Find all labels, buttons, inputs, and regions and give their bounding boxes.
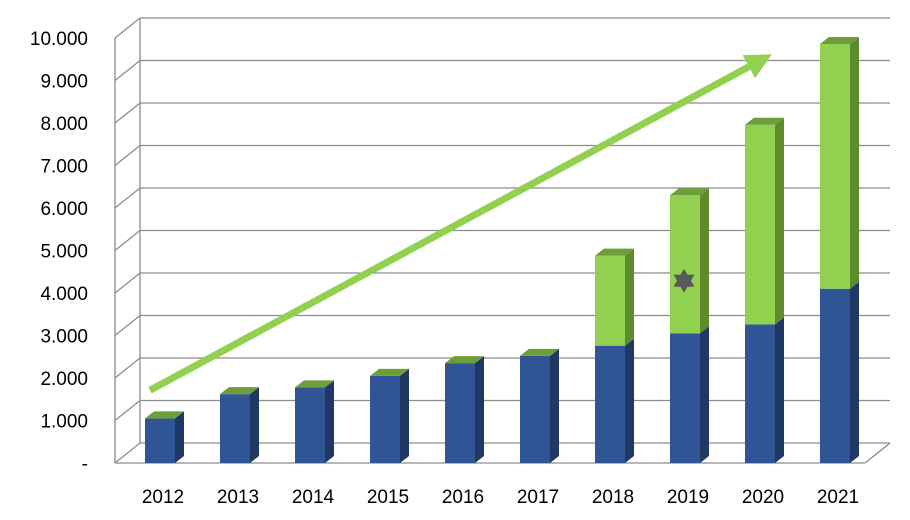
x-tick-label: 2019 [667,487,709,508]
gridline-side [114,59,141,82]
bar-top-face [820,36,859,44]
bar-segment-base [295,380,334,463]
bar-segment-base [595,338,634,463]
bar-segment-top-front [820,43,850,289]
gridline-side [114,187,141,209]
bar-segment-base-side [700,326,709,463]
y-tick-label: 5.000 [40,242,88,263]
bar-segment-base-front [670,333,700,463]
bar-segment-top [670,188,709,334]
bar-segment-base-front [370,375,400,463]
y-tick-label: 7.000 [40,157,88,178]
bar-top-face [670,188,709,196]
x-tick-labels: 2012 2013 2014 2015 2016 2017 2018 2019 2020 2021 [142,487,859,508]
bar-top-face [745,117,784,125]
bar-segment-base-front [520,355,550,463]
bar-top-face [145,411,184,419]
bar-segment-base-side [625,338,634,463]
x-tick-label: 2013 [217,487,259,508]
bar-segment-base [670,326,709,463]
y-tick-label: 6.000 [40,199,88,220]
gridline-side [114,102,141,124]
bar-segment-top-side [625,248,634,346]
bar-segment-top-front [595,255,625,346]
x-tick-label: 2014 [292,487,335,508]
trend-arrow-head [742,54,772,79]
bar-segment-base-side [775,317,784,463]
bar-segment-base-front [145,418,175,463]
bar-segment-top-side [850,36,859,289]
bar-segment-top-front [670,195,700,334]
gridline-side [114,272,141,294]
bar-segment-top-front [745,124,775,325]
x-tick-label: 2012 [142,487,184,508]
gridline-side [114,229,141,252]
bar-segment-base-front [295,387,325,463]
bar-top-face [370,368,409,376]
bar-segment-base-front [220,394,250,463]
gridline-side [114,144,141,167]
bar-segment-top-side [700,188,709,334]
bar-top-face [220,387,259,395]
y-tick-label: 4.000 [40,284,88,305]
y-tick-label: 10.000 [30,29,88,50]
x-tick-label: 2021 [817,487,859,508]
bar-segment-base-front [820,288,850,463]
bar-segment-base-front [745,324,775,463]
y-tick-labels: - 1.000 2.000 3.000 4.000 5.000 6.000 7.000 8.00… [30,29,88,475]
bar-segment-base-side [550,348,559,463]
bar-top-face [595,248,634,256]
overlay-layer [148,54,772,394]
bar-segment-base-side [325,380,334,463]
bar-segment-base-front [445,363,475,463]
x-tick-label: 2018 [592,487,634,508]
gridline-side [114,442,141,464]
bar-segment-base-side [850,281,859,463]
bar-segment-base-side [400,368,409,463]
bar-segment-base-side [250,387,259,463]
bars-layer [145,36,859,463]
bar-segment-base [370,368,409,463]
trend-arrow-shaft [148,63,751,394]
bar-segment-base [145,411,184,463]
bar-segment-base-side [175,411,184,463]
y-tick-label: 2.000 [40,369,88,390]
x-tick-label: 2015 [367,487,409,508]
bar-segment-base [520,348,559,463]
x-tick-label: 2017 [517,487,559,508]
bar-segment-base [820,281,859,463]
bar-segment-base [745,317,784,463]
bar-segment-base [220,387,259,463]
bar-segment-base-front [595,345,625,463]
gridline-side [114,399,141,422]
y-tick-label: 8.000 [40,114,88,135]
bar-segment-top-side [775,117,784,325]
bar-segment-base [445,356,484,463]
y-tick-label: 1.000 [40,412,88,433]
gridline-side [114,17,141,39]
bar-top-face [295,380,334,388]
star-marker-triangle-down [673,274,695,293]
bar-segment-top [745,117,784,325]
bar-segment-top [820,36,859,289]
x-tick-label: 2016 [442,487,484,508]
bar-top-face [520,348,559,356]
y-tick-label: 3.000 [40,327,88,348]
x-tick-label: 2020 [742,487,784,508]
star-marker-icon [673,268,695,293]
bar-top-face [445,356,484,364]
gridline-side [114,357,141,379]
bar-segment-base-side [475,356,484,463]
y-tick-label: - [82,454,88,475]
gridline-side [114,314,141,337]
y-tick-label: 9.000 [40,72,88,93]
floor-right-edge [864,442,891,464]
bar-segment-top [595,248,634,346]
